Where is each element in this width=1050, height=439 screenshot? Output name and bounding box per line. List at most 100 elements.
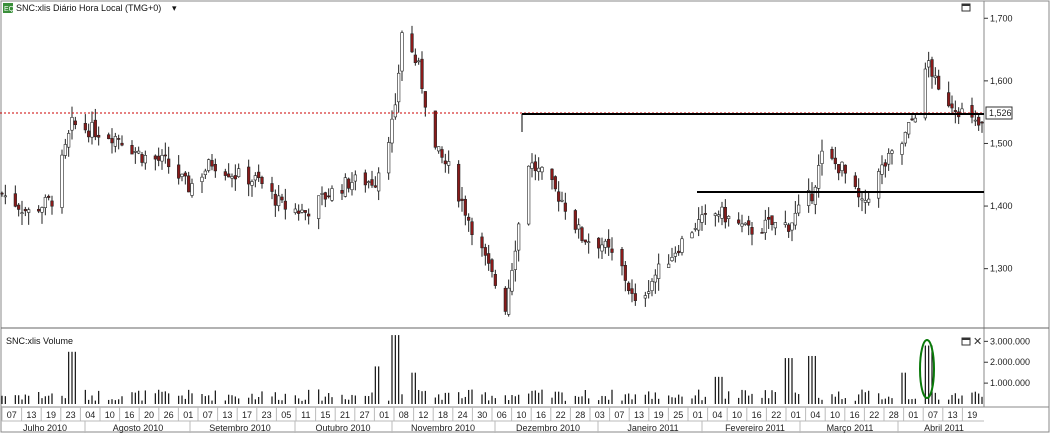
volume-bars	[1, 335, 983, 404]
candle-body	[413, 54, 417, 64]
candle-body	[560, 199, 564, 202]
candle-body	[887, 153, 891, 165]
candle-body	[460, 198, 464, 201]
x-day-label: 06	[497, 410, 507, 420]
candle-body	[143, 155, 147, 164]
candle-body	[853, 175, 857, 187]
candle-body	[513, 250, 517, 270]
x-day-label: 10	[516, 410, 526, 420]
candle-body	[923, 68, 927, 119]
x-month-label: Setembro 2010	[209, 423, 271, 433]
candle-body	[597, 237, 601, 249]
candle-body	[40, 207, 44, 213]
candle-body	[647, 291, 651, 294]
candle-body	[643, 295, 647, 299]
candle-body	[633, 293, 637, 301]
candle-body	[270, 183, 274, 192]
candle-body	[70, 117, 74, 131]
title-dropdown-icon[interactable]: ▾	[172, 3, 177, 13]
candle-body	[773, 222, 777, 229]
equity-badge	[3, 3, 13, 13]
candle-body	[820, 150, 824, 164]
candle-body	[317, 195, 321, 219]
candle-body	[133, 151, 137, 153]
candle-body	[153, 155, 157, 160]
candle-body	[673, 252, 677, 257]
candle-body	[343, 177, 347, 197]
candle-body	[177, 164, 181, 179]
candle-body	[657, 263, 661, 279]
x-month-label: Abril 2011	[924, 423, 964, 433]
candle-body	[293, 208, 297, 213]
x-day-label: 23	[66, 410, 76, 420]
candle-body	[307, 213, 311, 217]
x-day-label: 19	[654, 410, 664, 420]
candle-body	[550, 168, 554, 181]
x-axis-months: Julho 2010 Agosto 2010 Setembro 2010 Outubr…	[23, 421, 964, 433]
close-volume-panel-icon[interactable]: ✕	[973, 335, 982, 348]
candle-body	[740, 223, 744, 227]
x-day-label: 05	[281, 410, 291, 420]
x-day-label: 16	[536, 410, 546, 420]
candle-body	[793, 212, 797, 226]
candle-body	[167, 158, 171, 168]
x-day-label: 25	[673, 410, 683, 420]
candle-body	[190, 183, 194, 196]
candle-body	[553, 176, 557, 190]
candle-body	[367, 181, 371, 183]
candle-body	[950, 103, 954, 109]
candle-body	[817, 165, 821, 189]
candle-body	[813, 186, 817, 205]
candle-body	[60, 154, 64, 208]
x-day-label: 13	[948, 410, 958, 420]
x-day-label: 16	[124, 410, 134, 420]
candle-body	[530, 162, 534, 169]
candle-body	[720, 206, 724, 219]
candle-body	[527, 165, 531, 225]
candle-body	[490, 259, 494, 272]
x-day-label: 03	[595, 410, 605, 420]
candle-body	[487, 253, 491, 264]
candle-body	[187, 175, 191, 193]
x-day-label: 27	[360, 410, 370, 420]
candle-body	[670, 257, 674, 262]
candle-body	[607, 238, 611, 248]
candle-body	[140, 154, 144, 163]
x-day-label: 04	[85, 410, 95, 420]
candle-body	[90, 122, 94, 138]
candle-body	[610, 248, 614, 253]
candle-body	[937, 75, 941, 90]
candle-body	[810, 193, 814, 202]
candle-body	[577, 224, 581, 230]
candle-body	[120, 142, 124, 146]
candle-body	[117, 138, 121, 140]
candle-body	[27, 209, 31, 213]
x-day-label: 07	[614, 410, 624, 420]
x-day-label: 19	[46, 410, 56, 420]
candle-body	[230, 176, 234, 179]
candle-body	[650, 281, 654, 292]
candle-body	[13, 193, 17, 207]
volume-tick-label: 2.000.000	[990, 357, 1030, 367]
candle-body	[183, 172, 187, 177]
candle-body	[437, 146, 441, 152]
x-day-label: 13	[26, 410, 36, 420]
x-day-label: 21	[340, 410, 350, 420]
candle-body	[583, 239, 587, 243]
candle-body	[420, 58, 424, 89]
candle-body	[700, 214, 704, 223]
candle-body	[303, 210, 307, 213]
candle-body	[63, 144, 67, 156]
equity-badge-text: EQ	[4, 6, 15, 13]
x-month-label: Novembro 2010	[411, 423, 475, 433]
x-day-label: 17	[242, 410, 252, 420]
x-day-label: 07	[928, 410, 938, 420]
candle-body	[677, 250, 681, 254]
x-month-label: Janeiro 2011	[627, 423, 678, 433]
x-day-label: 16	[850, 410, 860, 420]
price-tick-label: 1,400	[990, 201, 1013, 211]
candle-body	[207, 159, 211, 171]
